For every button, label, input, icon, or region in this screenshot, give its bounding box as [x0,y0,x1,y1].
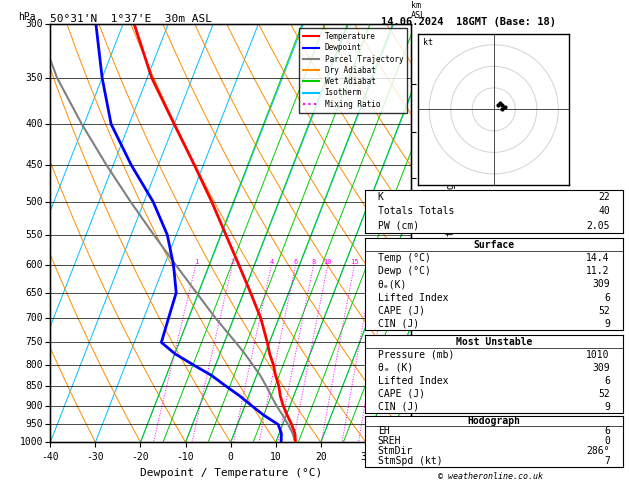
Text: 2: 2 [230,259,235,265]
Text: LCL: LCL [418,416,433,425]
Text: CIN (J): CIN (J) [377,319,419,329]
Legend: Temperature, Dewpoint, Parcel Trajectory, Dry Adiabat, Wet Adiabat, Isotherm, Mi: Temperature, Dewpoint, Parcel Trajectory… [299,28,407,112]
Text: 350: 350 [26,73,43,83]
Text: 25: 25 [385,259,394,265]
Text: CAPE (J): CAPE (J) [377,389,425,399]
Text: 600: 600 [26,260,43,270]
X-axis label: Dewpoint / Temperature (°C): Dewpoint / Temperature (°C) [140,468,322,478]
Text: Pressure (mb): Pressure (mb) [377,350,454,360]
Text: θₑ(K): θₑ(K) [377,279,407,289]
Text: 700: 700 [26,313,43,324]
Text: 650: 650 [26,288,43,298]
Text: Lifted Index: Lifted Index [377,376,448,386]
Text: Hodograph: Hodograph [467,416,520,426]
Text: 309: 309 [592,279,610,289]
Text: 20: 20 [370,259,378,265]
Text: PW (cm): PW (cm) [377,221,419,231]
Text: 2.05: 2.05 [586,221,610,231]
Text: 800: 800 [26,360,43,370]
Text: 22: 22 [598,192,610,202]
Text: 14.06.2024  18GMT (Base: 18): 14.06.2024 18GMT (Base: 18) [381,17,555,27]
Text: 52: 52 [598,306,610,316]
Text: 50°31'N  1°37'E  30m ASL: 50°31'N 1°37'E 30m ASL [50,14,213,23]
Text: hPa: hPa [18,12,35,22]
Text: StmSpd (kt): StmSpd (kt) [377,456,442,467]
Text: Most Unstable: Most Unstable [455,337,532,347]
Text: Lifted Index: Lifted Index [377,293,448,302]
Text: 286°: 286° [586,446,610,456]
Text: 1000: 1000 [19,437,43,447]
Text: 9: 9 [604,401,610,412]
Text: StmDir: StmDir [377,446,413,456]
Text: 1010: 1010 [586,350,610,360]
Text: Temp (°C): Temp (°C) [377,253,431,263]
Text: 400: 400 [26,119,43,129]
Text: 850: 850 [26,381,43,391]
Text: © weatheronline.co.uk: © weatheronline.co.uk [438,472,543,481]
Text: 300: 300 [26,19,43,29]
Text: 14.4: 14.4 [586,253,610,263]
Text: kt: kt [423,38,433,47]
Text: Surface: Surface [473,240,515,250]
Text: Dewp (°C): Dewp (°C) [377,266,431,276]
Y-axis label: Mixing Ratio (g/kg): Mixing Ratio (g/kg) [446,177,455,289]
Text: 750: 750 [26,337,43,347]
Text: K: K [377,192,384,202]
Text: Totals Totals: Totals Totals [377,207,454,216]
Text: CAPE (J): CAPE (J) [377,306,425,316]
Text: 40: 40 [598,207,610,216]
Text: 6: 6 [604,293,610,302]
Text: 11.2: 11.2 [586,266,610,276]
Text: 0: 0 [604,436,610,446]
Text: 500: 500 [26,197,43,207]
Text: 15: 15 [350,259,359,265]
Text: 1: 1 [194,259,198,265]
Text: 10: 10 [323,259,332,265]
Text: θₑ (K): θₑ (K) [377,363,413,373]
Text: EH: EH [377,426,389,436]
Text: 8: 8 [311,259,316,265]
Text: 6: 6 [604,376,610,386]
Text: 450: 450 [26,160,43,170]
Text: 900: 900 [26,400,43,411]
Text: 52: 52 [598,389,610,399]
Text: 6: 6 [294,259,298,265]
Text: 7: 7 [604,456,610,467]
Text: 4: 4 [269,259,274,265]
Text: 950: 950 [26,419,43,430]
Text: CIN (J): CIN (J) [377,401,419,412]
Text: SREH: SREH [377,436,401,446]
Text: km
ASL: km ASL [411,0,426,20]
Text: 9: 9 [604,319,610,329]
Text: 309: 309 [592,363,610,373]
Text: 6: 6 [604,426,610,436]
Text: 550: 550 [26,230,43,240]
